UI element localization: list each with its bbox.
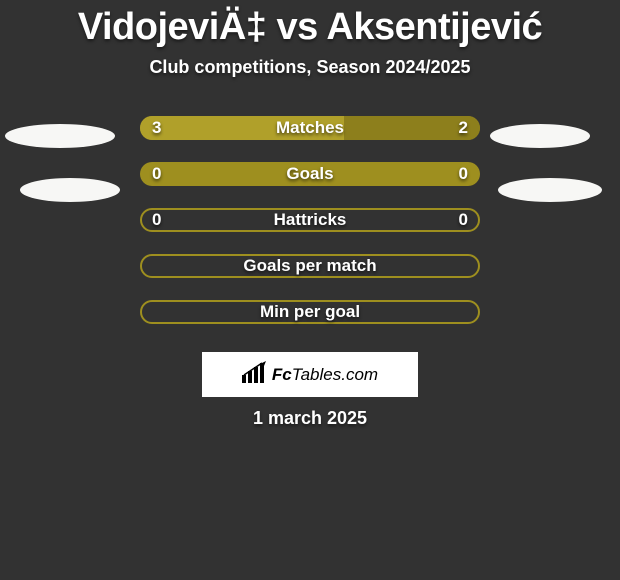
bar-chart-icon [242,361,268,388]
stat-row: Hattricks00 [0,208,620,232]
stat-row: Goals per match [0,254,620,278]
player-ellipse [20,178,120,202]
stat-value-right: 2 [459,116,468,140]
page-title: VidojeviÄ‡ vs Aksentijević [0,0,620,49]
logo-box: FcTables.com [202,352,418,397]
stat-value-right: 0 [459,162,468,186]
stat-value-left: 0 [152,162,161,186]
stat-bar [140,254,480,278]
player-ellipse [490,124,590,148]
logo-brand-rest: Tables.com [292,365,378,384]
player-ellipse [5,124,115,148]
stat-value-right: 0 [459,208,468,232]
logo-brand-bold: Fc [272,365,292,384]
subtitle: Club competitions, Season 2024/2025 [0,57,620,78]
stat-bar [140,162,480,186]
date-text: 1 march 2025 [0,408,620,429]
stat-bar-left-seg [140,116,344,140]
stat-row: Min per goal [0,300,620,324]
stat-bar [140,208,480,232]
logo-text: FcTables.com [272,365,378,385]
player-ellipse [498,178,602,202]
stat-bar [140,116,480,140]
stat-value-left: 3 [152,116,161,140]
stat-value-left: 0 [152,208,161,232]
stat-bar [140,300,480,324]
